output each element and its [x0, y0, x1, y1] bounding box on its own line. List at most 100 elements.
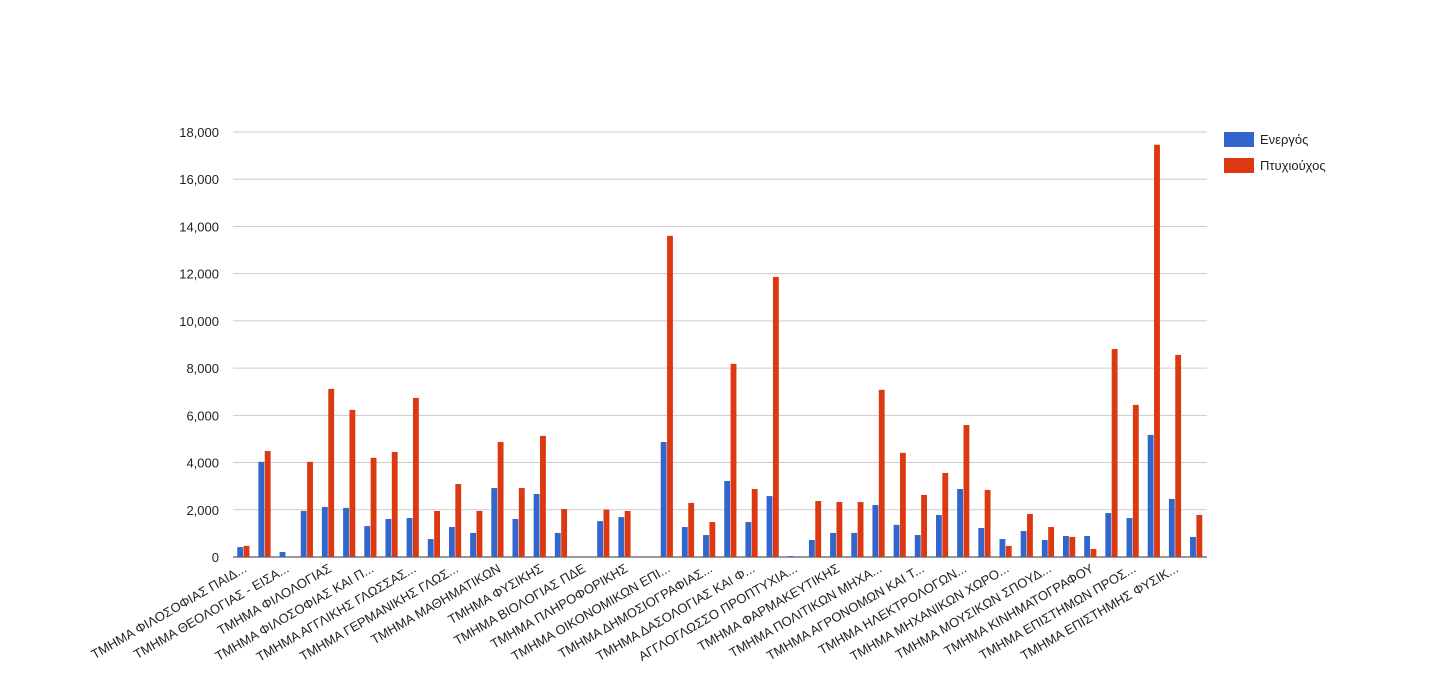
bar	[808, 540, 815, 557]
bar	[597, 521, 604, 557]
bar	[1048, 527, 1055, 557]
bar	[343, 507, 349, 557]
bar	[999, 539, 1006, 557]
bar	[243, 545, 250, 557]
bar	[851, 532, 858, 557]
bar	[491, 488, 498, 557]
bar	[688, 502, 695, 557]
bar	[772, 276, 779, 557]
bar	[745, 522, 752, 557]
y-tick-label: 6,000	[186, 408, 219, 423]
bar	[406, 518, 413, 557]
bar	[942, 472, 949, 557]
bar	[624, 510, 631, 557]
bar	[667, 235, 673, 557]
legend-label: Πτυχιούχος	[1260, 158, 1326, 173]
bar	[978, 527, 985, 557]
bar	[1105, 513, 1112, 557]
bar	[1154, 144, 1160, 557]
bar	[540, 435, 546, 557]
bar	[815, 501, 822, 557]
bar	[518, 488, 525, 557]
bar	[349, 409, 356, 557]
bar	[660, 442, 667, 557]
bar	[364, 526, 371, 557]
bar	[957, 489, 963, 557]
bar	[370, 457, 377, 557]
y-tick-label: 14,000	[179, 219, 219, 234]
bar	[328, 388, 335, 557]
bar	[603, 509, 610, 557]
bar	[724, 480, 731, 557]
bar	[1147, 434, 1154, 557]
bar	[709, 522, 716, 557]
bar	[921, 494, 928, 557]
bar	[872, 505, 879, 557]
bar	[1027, 514, 1033, 557]
bar	[476, 510, 483, 557]
bar	[1005, 545, 1012, 557]
legend-label: Ενεργός	[1260, 132, 1308, 147]
bar	[1126, 518, 1133, 557]
bar	[899, 452, 906, 557]
bar	[554, 532, 561, 557]
bar	[878, 389, 885, 557]
bar	[1175, 354, 1182, 557]
bar	[279, 552, 286, 557]
bar	[391, 451, 398, 557]
bar	[1132, 404, 1139, 557]
bar	[1084, 535, 1091, 557]
bar	[787, 556, 794, 557]
bar	[561, 509, 568, 557]
bar	[751, 489, 758, 557]
bar	[703, 535, 709, 557]
bar	[300, 510, 307, 557]
bar	[307, 461, 313, 557]
bar	[237, 547, 244, 557]
legend-swatch	[1224, 158, 1254, 173]
bar	[984, 489, 991, 557]
y-tick-label: 18,000	[179, 125, 219, 140]
bar	[512, 518, 519, 557]
bar	[434, 510, 441, 557]
y-tick-label: 10,000	[179, 314, 219, 329]
bar	[448, 527, 455, 557]
bar	[533, 493, 540, 557]
y-tick-label: 16,000	[179, 172, 219, 187]
bar	[836, 501, 843, 557]
bar	[321, 506, 328, 557]
bar	[497, 442, 504, 557]
bar	[893, 524, 900, 557]
bar	[618, 517, 625, 557]
bar	[1190, 536, 1196, 557]
bar	[385, 518, 392, 557]
y-tick-label: 12,000	[179, 267, 219, 282]
bar	[1041, 540, 1048, 557]
bar	[455, 484, 462, 557]
bar	[427, 539, 434, 557]
bar	[914, 535, 921, 557]
y-tick-label: 4,000	[186, 456, 219, 471]
bar	[1196, 514, 1203, 557]
bar	[1111, 348, 1118, 557]
legend-swatch	[1224, 132, 1254, 147]
y-tick-label: 0	[212, 550, 219, 565]
bar	[470, 532, 476, 557]
bar	[264, 450, 271, 557]
y-tick-label: 8,000	[186, 361, 219, 376]
bar	[766, 496, 773, 557]
bar	[1020, 531, 1027, 557]
bar	[730, 363, 737, 557]
bar	[1069, 536, 1076, 557]
bar	[963, 425, 970, 557]
bar	[412, 397, 419, 557]
bar	[1090, 548, 1097, 557]
bar	[1063, 535, 1069, 557]
bar	[681, 527, 688, 557]
bar	[935, 514, 942, 557]
bar	[1168, 498, 1175, 557]
y-tick-label: 2,000	[186, 503, 219, 518]
bar	[857, 501, 864, 557]
bar	[830, 532, 836, 557]
